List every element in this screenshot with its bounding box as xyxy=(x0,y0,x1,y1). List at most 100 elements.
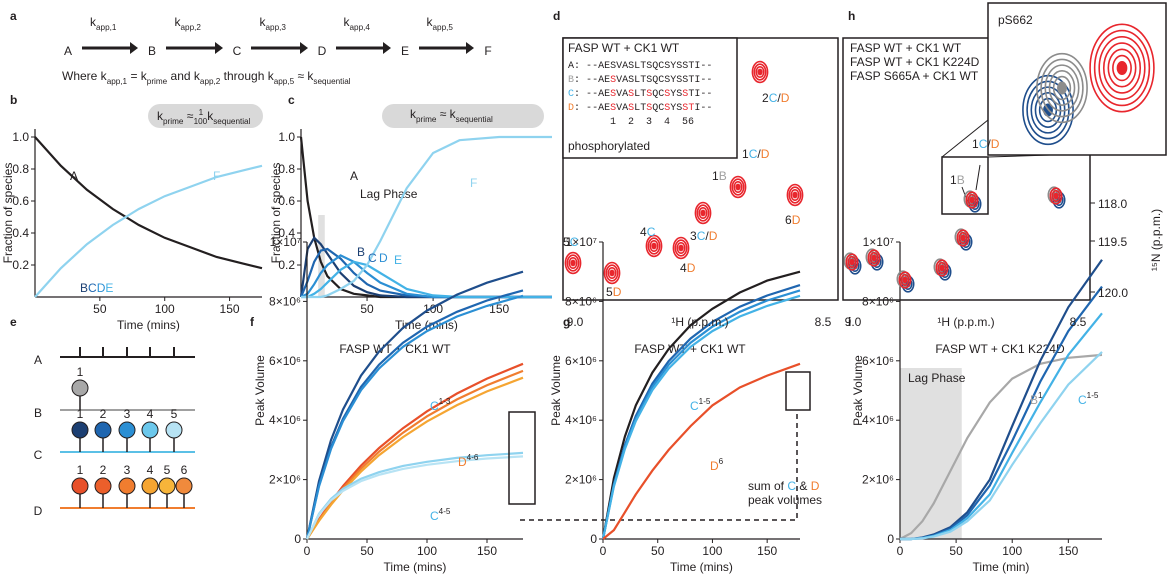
text-part: sequential xyxy=(313,77,350,86)
curve-label: A xyxy=(70,169,78,183)
peak-contour xyxy=(753,63,767,81)
peak-label: 1B xyxy=(950,173,965,187)
species: B xyxy=(148,44,156,58)
glyph: - xyxy=(592,61,598,72)
y-tick-label: 2×10⁶ xyxy=(862,473,894,487)
peak-contour xyxy=(958,232,968,245)
arrow-head xyxy=(466,42,474,54)
glyph: E xyxy=(604,61,610,72)
site-phospho xyxy=(175,477,193,495)
text-part: k xyxy=(157,109,164,123)
glyph: V xyxy=(616,103,622,114)
glyph: C xyxy=(658,61,664,72)
site-number: 1 xyxy=(610,117,616,128)
peak-label: 6D xyxy=(785,213,801,227)
zoom-box xyxy=(508,411,536,505)
peak-contour xyxy=(847,255,857,268)
x-tick-label: 50 xyxy=(949,544,963,558)
site-number: 1 xyxy=(77,365,84,379)
y-tick-label: 0.2 xyxy=(12,258,29,272)
arrow-head xyxy=(300,42,308,54)
series-line xyxy=(899,353,1103,540)
glyph: Y xyxy=(670,75,676,86)
text-part: C xyxy=(1078,393,1087,407)
y-tick-label: 4×10⁶ xyxy=(565,413,597,427)
series-line xyxy=(34,136,263,270)
peak-contour xyxy=(735,183,741,191)
note: phosphorylated xyxy=(568,139,650,153)
y-tick-label: 2×10⁶ xyxy=(565,473,597,487)
glyph: / xyxy=(705,229,709,243)
chart-title: kprime ≈ 1 100ksequential xyxy=(157,108,251,126)
peak-contour xyxy=(1040,58,1084,118)
text-part: & xyxy=(796,479,811,493)
x-tick-label: 0 xyxy=(897,544,904,558)
peak-label: 2C/D xyxy=(762,91,790,105)
glyph: C xyxy=(647,225,656,239)
glyph: S xyxy=(610,75,616,86)
text-part: 1 xyxy=(1038,391,1043,400)
zoom-line xyxy=(941,119,989,158)
peak-contour xyxy=(570,259,576,267)
peak-contour xyxy=(647,237,661,255)
peak-contour xyxy=(698,207,708,220)
site-phospho xyxy=(158,477,176,495)
glyph: S xyxy=(664,75,670,86)
curve-label: C1-5 xyxy=(690,397,711,413)
series-line xyxy=(305,294,524,540)
peak-contour xyxy=(956,229,970,247)
glyph: 3 xyxy=(690,229,697,243)
text-part: F xyxy=(470,176,477,190)
glyph: S xyxy=(646,103,652,114)
site-phospho xyxy=(118,421,136,439)
peak-contour xyxy=(849,258,855,266)
glyph: 5 xyxy=(563,235,570,249)
glyph: S xyxy=(676,75,682,86)
glyph: 5 xyxy=(606,285,613,299)
y-tick-label: 0 xyxy=(294,532,301,546)
curve-label: BCDE xyxy=(80,281,113,295)
species: D xyxy=(318,44,327,58)
y-tick-label: 1.0 xyxy=(278,130,295,144)
peak-contour xyxy=(1102,42,1142,94)
y-tick-label: 0.8 xyxy=(12,162,29,176)
y-axis-label: Peak Volume xyxy=(253,355,267,426)
sequence: C: --AESVASLTSQCSYSSTI-- xyxy=(568,89,712,100)
x-tick-label: 150 xyxy=(220,302,240,316)
x-tick-label: 100 xyxy=(702,544,722,558)
glyph: A xyxy=(622,103,628,114)
text-part: 4-6 xyxy=(467,453,479,462)
legend-entry: FASP WT + CK1 WT xyxy=(850,41,962,55)
peak-contour xyxy=(694,201,712,225)
glyph: D xyxy=(781,91,790,105)
y-tick-label: 118.0 xyxy=(1098,197,1127,211)
text-part: sum of xyxy=(748,479,787,493)
label-line xyxy=(975,164,981,191)
y-tick-label: 6×10⁶ xyxy=(862,354,894,368)
text-part: C xyxy=(430,509,439,523)
peak-contour xyxy=(898,271,912,289)
y-axis-label: Peak Volume xyxy=(851,355,865,426)
glyph: V xyxy=(616,89,622,100)
text-part: and k xyxy=(167,69,201,83)
peak-contour xyxy=(568,256,578,269)
lag-phase xyxy=(900,368,962,539)
glyph: 1 xyxy=(972,137,979,151)
y-tick-label: 6×10⁶ xyxy=(269,354,301,368)
glyph: S xyxy=(646,75,652,86)
lag-phase xyxy=(318,215,325,297)
peak-label: 1C/D xyxy=(742,147,770,161)
x-tick-label: 100 xyxy=(155,302,175,316)
glyph: E xyxy=(604,103,610,114)
glyph: C xyxy=(697,229,706,243)
text-part: app,5 xyxy=(274,77,295,86)
text-part: ≈ k xyxy=(294,69,314,83)
glyph: 1 xyxy=(950,173,957,187)
text-part: k xyxy=(207,109,214,123)
text-part: k xyxy=(344,15,351,29)
curve-label: F xyxy=(470,176,477,190)
glyph: Y xyxy=(670,61,676,72)
glyph: Q xyxy=(652,61,658,72)
peak-contour xyxy=(935,259,949,277)
peak-contour xyxy=(651,242,657,250)
